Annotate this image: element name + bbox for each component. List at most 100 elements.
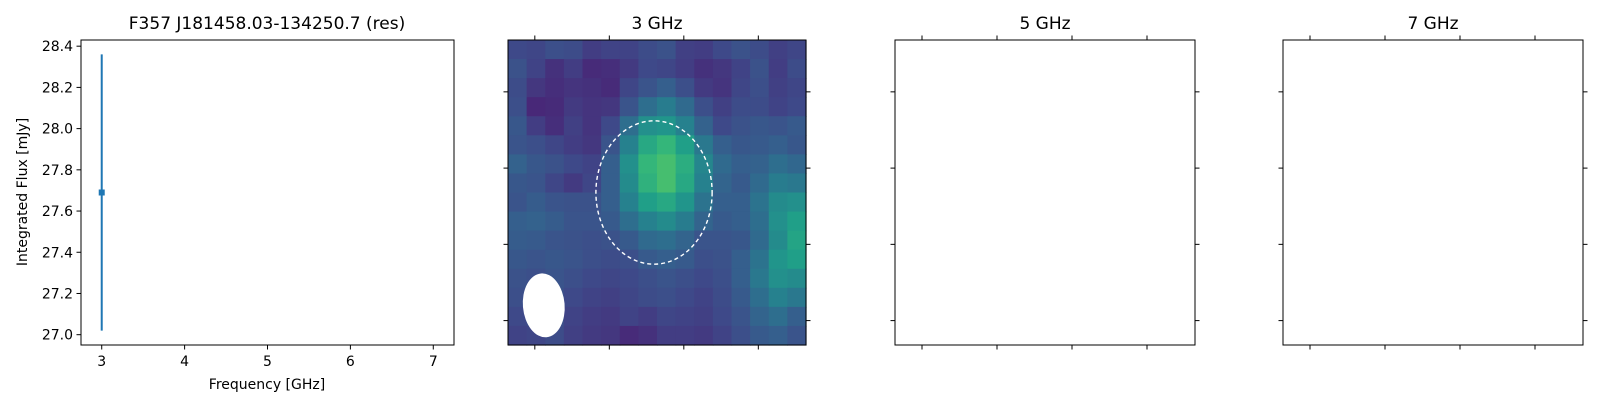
- heatmap-cell: [527, 173, 546, 193]
- heatmap-cell: [527, 59, 546, 79]
- heatmap-cell: [564, 78, 583, 98]
- heatmap-cell: [527, 78, 546, 98]
- heatmap-cell: [527, 231, 546, 251]
- heatmap-cell: [750, 326, 769, 346]
- heatmap-cell: [676, 250, 695, 270]
- y-tick-label: 27.8: [42, 163, 73, 179]
- heatmap-cell: [545, 97, 564, 117]
- heatmap-cell: [676, 307, 695, 327]
- heatmap-cell: [508, 116, 527, 136]
- heatmap-cell: [601, 326, 620, 346]
- heatmap-cell: [657, 269, 676, 289]
- heatmap-cell: [638, 307, 657, 327]
- heatmap-cell: [769, 40, 788, 60]
- spectrum-data: [99, 54, 105, 330]
- heatmap-cell: [620, 307, 639, 327]
- heatmap-cell: [694, 173, 713, 193]
- heatmap-cell: [657, 59, 676, 79]
- heatmap-cell: [657, 250, 676, 270]
- heatmap-cell: [676, 40, 695, 60]
- heatmap-cell: [657, 116, 676, 136]
- image-ticks-7ghz: [1279, 36, 1588, 350]
- heatmap-cell: [638, 269, 657, 289]
- heatmap-cell: [694, 78, 713, 98]
- spectrum-xlabel: Frequency [GHz]: [209, 377, 325, 393]
- heatmap-cell: [545, 231, 564, 251]
- heatmap-cell: [732, 307, 751, 327]
- heatmap-cell: [750, 40, 769, 60]
- heatmap-cell: [657, 78, 676, 98]
- heatmap-cell: [564, 212, 583, 232]
- heatmap-cell: [638, 173, 657, 193]
- y-tick-label: 28.4: [42, 39, 73, 55]
- heatmap-cell: [508, 135, 527, 155]
- heatmap-cell: [750, 193, 769, 213]
- heatmap-cell: [676, 154, 695, 174]
- heatmap-cell: [713, 269, 732, 289]
- image-panel-5ghz: 5 GHz: [891, 14, 1200, 350]
- heatmap-cell: [620, 269, 639, 289]
- heatmap-cell: [787, 97, 806, 117]
- heatmap-cell: [564, 173, 583, 193]
- heatmap-cell: [750, 307, 769, 327]
- heatmap-cell: [638, 154, 657, 174]
- heatmap-cell: [620, 78, 639, 98]
- heatmap-cell: [769, 116, 788, 136]
- heatmap-cell: [564, 116, 583, 136]
- heatmap-cell: [583, 97, 602, 117]
- heatmap-cell: [787, 326, 806, 346]
- heatmap-cell: [769, 97, 788, 117]
- heatmap-cell: [508, 269, 527, 289]
- heatmap-cell: [787, 288, 806, 308]
- heatmap-cell: [750, 78, 769, 98]
- heatmap-cell: [527, 116, 546, 136]
- image-panel-3ghz: 3 GHz: [504, 14, 811, 350]
- heatmap-cell: [638, 212, 657, 232]
- heatmap-cell: [583, 78, 602, 98]
- x-tick-label: 6: [346, 354, 355, 370]
- heatmap-cell: [750, 59, 769, 79]
- heatmap-cell: [638, 116, 657, 136]
- heatmap-cell: [583, 59, 602, 79]
- image-ticks-5ghz: [891, 36, 1200, 350]
- heatmap-cell: [564, 154, 583, 174]
- heatmap-cell: [508, 97, 527, 117]
- heatmap-cell: [508, 173, 527, 193]
- heatmap-cell: [508, 250, 527, 270]
- heatmap-cell: [657, 326, 676, 346]
- heatmap-cell: [638, 135, 657, 155]
- heatmap-cell: [527, 193, 546, 213]
- heatmap-cell: [583, 40, 602, 60]
- heatmap-cell: [601, 288, 620, 308]
- x-tick-label: 4: [180, 354, 189, 370]
- heatmap-cell: [583, 212, 602, 232]
- heatmap-cell: [713, 288, 732, 308]
- heatmap-cell: [583, 173, 602, 193]
- heatmap-cell: [638, 97, 657, 117]
- heatmap-cell: [583, 116, 602, 136]
- heatmap-cell: [769, 173, 788, 193]
- heatmap-cell: [620, 135, 639, 155]
- heatmap-cell: [787, 40, 806, 60]
- heatmap-cell: [564, 326, 583, 346]
- heatmap-cell: [732, 212, 751, 232]
- heatmap-cell: [694, 250, 713, 270]
- heatmap-cell: [713, 59, 732, 79]
- heatmap-cell: [787, 193, 806, 213]
- heatmap-cell: [564, 59, 583, 79]
- image-title-3ghz: 3 GHz: [631, 14, 682, 34]
- heatmap-cell: [564, 40, 583, 60]
- heatmap-cell: [620, 173, 639, 193]
- heatmap-cell: [732, 173, 751, 193]
- heatmap-cell: [638, 78, 657, 98]
- heatmap-cell: [601, 78, 620, 98]
- heatmap-cell: [769, 78, 788, 98]
- heatmap-cell: [601, 307, 620, 327]
- heatmap-cell: [694, 97, 713, 117]
- heatmap-cell: [657, 40, 676, 60]
- heatmap-cell: [769, 250, 788, 270]
- heatmap-cell: [564, 288, 583, 308]
- heatmap-cell: [732, 135, 751, 155]
- heatmap-cell: [508, 193, 527, 213]
- heatmap-cell: [769, 288, 788, 308]
